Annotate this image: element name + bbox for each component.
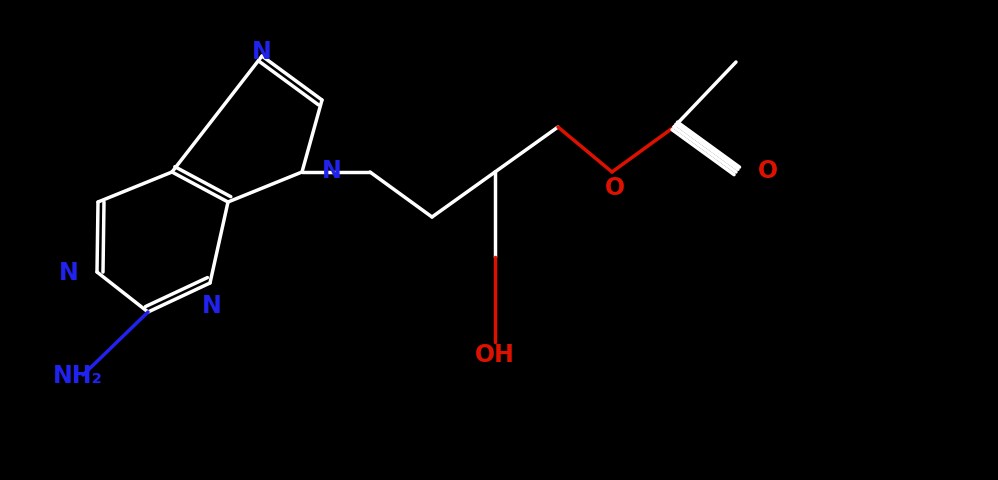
Text: OH: OH bbox=[475, 342, 515, 366]
Text: N: N bbox=[252, 40, 271, 64]
Text: N: N bbox=[59, 261, 79, 285]
Text: N: N bbox=[322, 159, 341, 182]
Text: O: O bbox=[605, 176, 625, 200]
Text: O: O bbox=[758, 159, 778, 182]
Text: N: N bbox=[203, 293, 222, 317]
Text: NH₂: NH₂ bbox=[53, 363, 103, 387]
